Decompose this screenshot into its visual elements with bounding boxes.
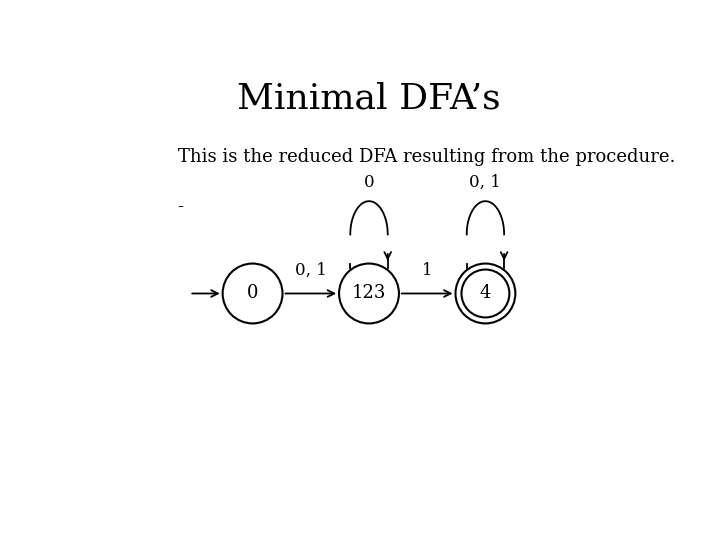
Text: 4: 4 — [480, 285, 491, 302]
Text: 0, 1: 0, 1 — [469, 174, 501, 191]
Circle shape — [456, 264, 516, 323]
Text: -: - — [178, 198, 184, 216]
Text: 0: 0 — [247, 285, 258, 302]
Text: 0, 1: 0, 1 — [295, 262, 327, 279]
Text: 1: 1 — [422, 262, 433, 279]
Text: 0: 0 — [364, 174, 374, 191]
Text: Minimal DFA’s: Minimal DFA’s — [237, 82, 501, 116]
Text: 123: 123 — [352, 285, 386, 302]
Circle shape — [222, 264, 282, 323]
Circle shape — [339, 264, 399, 323]
Text: This is the reduced DFA resulting from the procedure.: This is the reduced DFA resulting from t… — [178, 148, 675, 166]
